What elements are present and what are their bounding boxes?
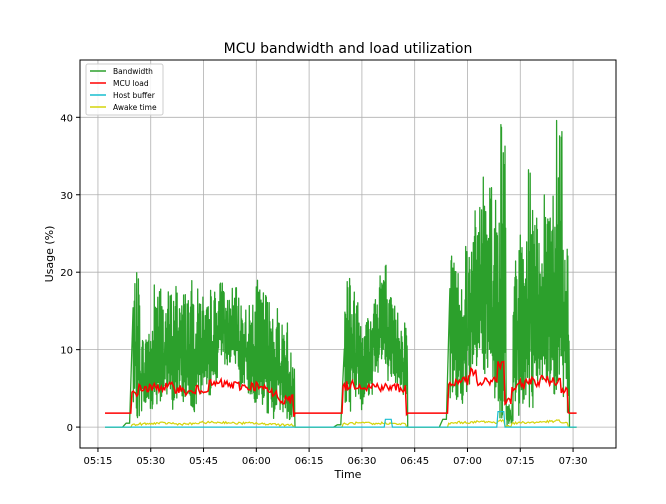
- y-ticks: 0 10 20 30 40: [60, 113, 80, 434]
- legend: Bandwidth MCU load Host buffer Awake time: [85, 63, 164, 116]
- y-tick-label: 0: [67, 423, 73, 434]
- x-ticks: 05:15 05:30 05:45 06:00 06:15 06:30 06:45 07:00…: [84, 448, 588, 467]
- plot-area: [105, 119, 577, 428]
- y-axis-label: Usage (%): [43, 226, 56, 283]
- x-tick-label: 06:45: [400, 456, 429, 467]
- y-tick-label: 40: [60, 113, 73, 124]
- x-tick-label: 06:15: [295, 456, 324, 467]
- legend-label: Bandwidth: [113, 67, 153, 76]
- x-tick-label: 05:45: [189, 456, 218, 467]
- x-tick-label: 07:00: [453, 456, 482, 467]
- x-axis-label: Time: [334, 468, 362, 481]
- series-host-buffer: [105, 411, 577, 428]
- y-tick-label: 20: [60, 268, 73, 279]
- series-bandwidth: [105, 119, 577, 428]
- x-tick-label: 05:30: [136, 456, 165, 467]
- y-tick-label: 30: [60, 191, 73, 202]
- legend-label: MCU load: [113, 79, 149, 88]
- legend-label: Host buffer: [113, 91, 156, 100]
- legend-box: [85, 63, 164, 116]
- legend-label: Awake time: [113, 103, 157, 112]
- axes-frame: [79, 59, 617, 449]
- x-tick-label: 07:30: [559, 456, 588, 467]
- chart-title: MCU bandwidth and load utilization: [224, 41, 473, 57]
- x-tick-label: 07:15: [506, 456, 535, 467]
- y-tick-label: 10: [60, 346, 73, 357]
- series-mcu-load: [105, 360, 577, 418]
- x-tick-label: 06:00: [242, 456, 271, 467]
- x-tick-label: 06:30: [347, 456, 376, 467]
- x-tick-label: 05:15: [84, 456, 113, 467]
